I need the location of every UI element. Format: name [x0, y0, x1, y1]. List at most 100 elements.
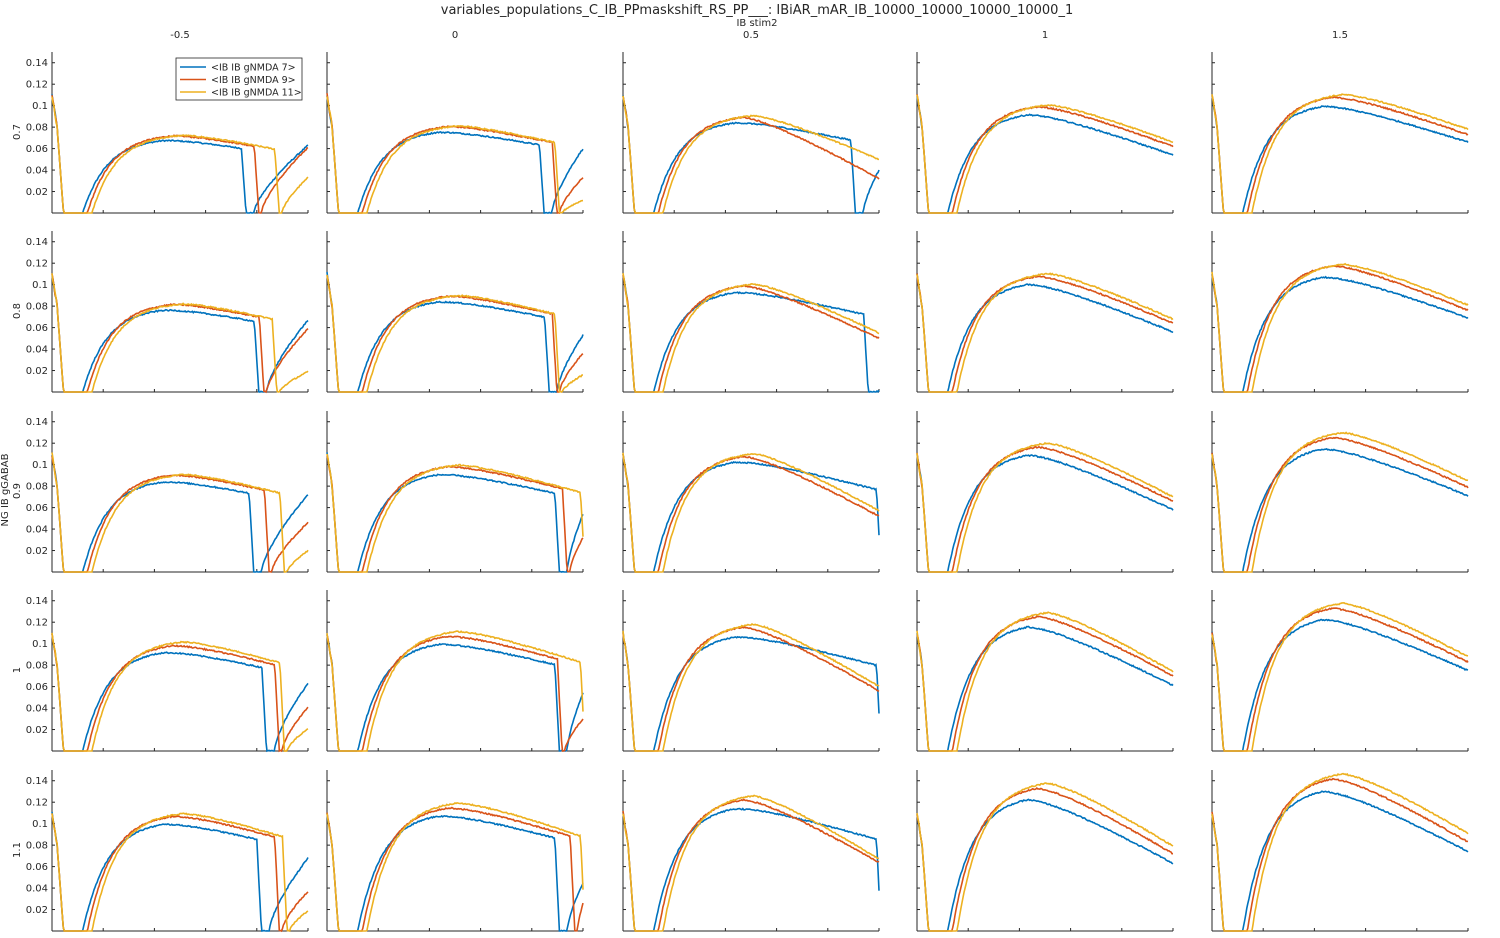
- chart-panel: [622, 590, 880, 752]
- y-tick-label: 0.06: [26, 503, 48, 514]
- column-labels: -0.5 0 0.5 1 1.5: [170, 30, 1348, 41]
- series-line: [622, 453, 880, 573]
- legend-entry: <IB IB gNMDA 7>: [211, 63, 296, 74]
- series-line: [622, 807, 880, 932]
- chart-panel: [1211, 231, 1469, 393]
- series-line: [622, 794, 880, 932]
- panel-grid: 0.020.040.060.080.10.120.140.020.040.060…: [26, 52, 1481, 938]
- row-label: 0.7: [12, 124, 23, 140]
- series-line: [1211, 772, 1469, 932]
- series-line: [1211, 607, 1469, 752]
- row-label: 0.8: [12, 303, 23, 319]
- series-line: [51, 811, 309, 932]
- series-line: [326, 275, 584, 393]
- series-line: [622, 631, 880, 752]
- y-tick-label: 0.06: [26, 682, 48, 693]
- y-tick-label: 0.02: [26, 725, 48, 736]
- series-line: [622, 622, 880, 752]
- series-line: [326, 95, 584, 214]
- y-tick-label: 0.14: [26, 58, 48, 69]
- series-line: [326, 452, 584, 573]
- series-line: [51, 633, 309, 753]
- series-line: [1211, 273, 1469, 393]
- y-tick-label: 0.08: [26, 841, 48, 852]
- series-line: [326, 93, 584, 215]
- series-line: [51, 632, 309, 752]
- series-line: [1211, 265, 1469, 393]
- series-line: [326, 271, 584, 393]
- series-line: [51, 96, 309, 214]
- series-line: [916, 272, 1174, 393]
- series-line: [1211, 601, 1469, 752]
- y-tick-label: 0.06: [26, 144, 48, 155]
- series-line: [916, 782, 1174, 932]
- row-label: 0.9: [12, 483, 23, 499]
- y-tick-label: 0.02: [26, 546, 48, 557]
- chart-panel: [916, 411, 1174, 573]
- chart-panel: 02004006008001000: [914, 770, 1186, 938]
- column-label: 0: [452, 30, 458, 41]
- series-line: [916, 95, 1174, 214]
- series-line: [51, 633, 309, 753]
- y-tick-label: 0.06: [26, 323, 48, 334]
- series-line: [51, 94, 309, 214]
- series-line: [916, 787, 1173, 932]
- y-tick-label: 0.04: [26, 525, 48, 536]
- figure-title: variables_populations_C_IB_PPmaskshift_R…: [441, 3, 1073, 18]
- series-line: [326, 806, 584, 932]
- chart-panel: [326, 52, 584, 215]
- chart-panel: [1211, 52, 1469, 214]
- row-label: 1: [12, 667, 23, 673]
- row-group-label: NG IB gGABAB: [0, 453, 11, 526]
- series-line: [1211, 95, 1469, 214]
- y-tick-label: 0.14: [26, 417, 48, 428]
- series-line: [51, 452, 309, 573]
- series-line: [916, 798, 1174, 932]
- series-line: [51, 812, 309, 933]
- series-line: [1211, 262, 1469, 393]
- y-tick-label: 0.1: [32, 639, 48, 650]
- series-line: [916, 94, 1174, 214]
- series-line: [916, 441, 1174, 573]
- legend-entry: <IB IB gNMDA 9>: [211, 75, 296, 86]
- y-tick-label: 0.08: [26, 123, 48, 134]
- legend-entry: <IB IB gNMDA 11>: [211, 88, 302, 99]
- chart-panel: 0.020.040.060.080.10.120.140200400600800…: [26, 770, 321, 938]
- column-group-label: IB stim2: [736, 18, 777, 29]
- series-line: [622, 274, 880, 393]
- chart-panel: [916, 590, 1174, 752]
- series-line: [1211, 618, 1469, 752]
- y-tick-label: 0.12: [26, 798, 48, 809]
- column-label: 1: [1042, 30, 1048, 41]
- y-tick-label: 0.1: [32, 460, 48, 471]
- series-line: [916, 625, 1174, 752]
- series-line: [326, 630, 584, 752]
- series-line: [51, 273, 309, 394]
- y-tick-label: 0.12: [26, 80, 48, 91]
- chart-panel: [622, 411, 880, 573]
- series-line: [1211, 436, 1469, 573]
- y-tick-label: 0.14: [26, 776, 48, 787]
- chart-panel: 0.02 0.04 0.06 0.08 0.1 0.12 0.14: [26, 590, 309, 753]
- chart-panel: [326, 411, 584, 573]
- y-tick-label: 0.02: [26, 905, 48, 916]
- series-line: [51, 455, 309, 574]
- series-line: [51, 273, 309, 393]
- series-line: [622, 273, 880, 393]
- series-line: [1211, 431, 1469, 573]
- y-tick-label: 0.02: [26, 366, 48, 377]
- chart-panel: [326, 590, 584, 752]
- y-tick-label: 0.1: [32, 101, 48, 112]
- y-tick-label: 0.12: [26, 439, 48, 450]
- series-line: [1211, 777, 1469, 932]
- series-line: [622, 452, 880, 573]
- series-line: [1211, 448, 1469, 573]
- series-line: [51, 275, 309, 393]
- series-line: [916, 273, 1174, 393]
- chart-panel: 02004006008001000: [324, 770, 596, 938]
- y-tick-label: 0.14: [26, 596, 48, 607]
- chart-panel: [916, 231, 1174, 393]
- series-line: [916, 445, 1174, 573]
- series-line: [622, 625, 880, 752]
- chart-panel: 02004006008001000: [1209, 770, 1481, 938]
